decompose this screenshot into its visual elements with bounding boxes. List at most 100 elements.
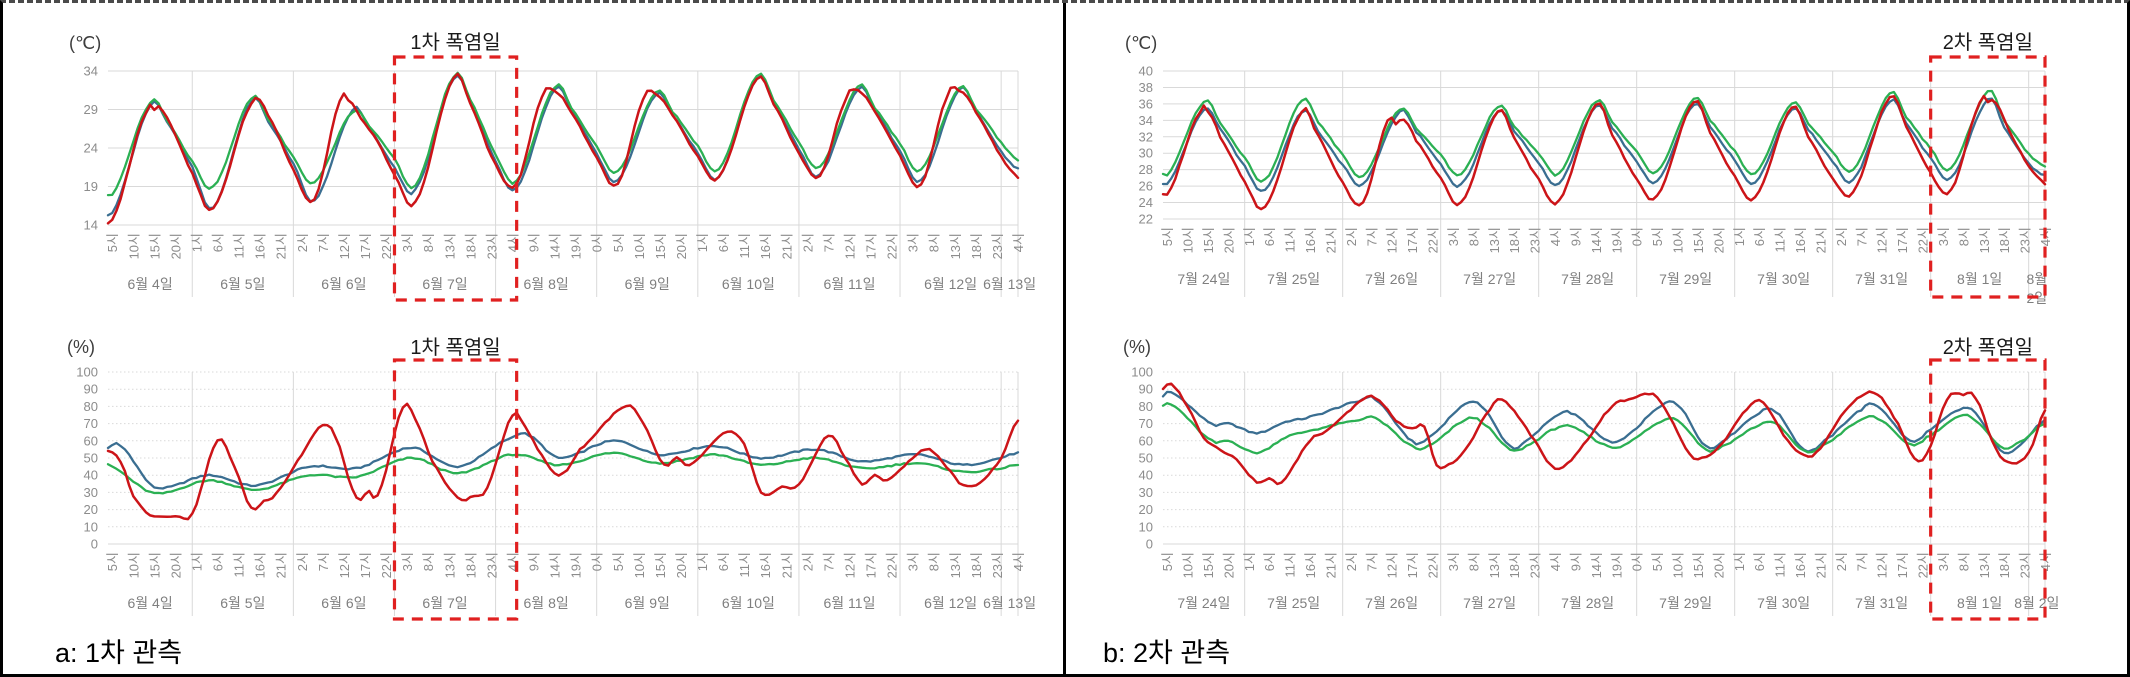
hour-tick-label: 12시: [1875, 227, 1890, 253]
temp-b-heatwave-box: [1929, 55, 2047, 299]
panel-divider: [1063, 3, 1066, 674]
hour-tick-label: 10시: [126, 233, 141, 259]
hour-tick-label: 5시: [611, 233, 626, 252]
hour-tick-label: 8시: [421, 552, 436, 571]
hum-b-series-blue-line: [1161, 390, 2047, 455]
hour-tick-label: 13시: [1487, 552, 1502, 578]
date-label: 7월 26일: [1365, 271, 1418, 287]
y-tick-label: 10: [84, 519, 98, 534]
temp-a-series-red-line: [106, 72, 1020, 225]
hour-tick-label: 16시: [1793, 552, 1808, 578]
hour-tick-label: 15시: [147, 233, 162, 259]
hour-tick-label: 6시: [211, 233, 226, 252]
hour-tick-label: 22시: [1916, 552, 1931, 578]
hour-tick-label: 18시: [969, 233, 984, 259]
date-label: 7월 26일: [1365, 595, 1418, 611]
hour-tick-label: 1시: [695, 233, 710, 252]
date-label: 6월 10일: [722, 595, 775, 611]
temp-b-series-green-line: [1161, 89, 2047, 183]
y-tick-label: 30: [1139, 146, 1153, 161]
hour-tick-label: 22시: [1426, 227, 1441, 253]
hour-tick-label: 23시: [484, 552, 499, 578]
hour-tick-label: 5시: [1650, 552, 1665, 571]
hour-tick-label: 22시: [1426, 552, 1441, 578]
date-label: 7월 27일: [1463, 595, 1516, 611]
y-tick-label: 30: [84, 485, 98, 500]
hour-tick-label: 7시: [1854, 227, 1869, 246]
date-label: 6월 6일: [321, 276, 366, 292]
hour-tick-label: 11시: [1773, 227, 1788, 252]
hour-tick-label: 7시: [316, 233, 331, 252]
hour-tick-label: 9시: [1568, 552, 1583, 571]
hour-tick-label: 4시: [1548, 552, 1563, 571]
date-label: 7월 30일: [1757, 271, 1810, 287]
date-label: 6월 12일: [924, 276, 977, 292]
hour-tick-label: 13시: [1977, 552, 1992, 578]
date-label: 7월 25일: [1267, 595, 1320, 611]
hour-tick-label: 3시: [1446, 552, 1461, 571]
hour-tick-label: 16시: [253, 552, 268, 578]
hour-tick-label: 22시: [885, 233, 900, 259]
date-label: 6월 10일: [722, 276, 775, 292]
weather-time-series-charts: (℃) 14 19 24 29 34 5시 10시 15시 20시 1시 6시 11시 16시 21시 2시 7…: [67, 31, 2059, 621]
hour-tick-label: 6시: [1262, 552, 1277, 571]
hour-tick-label: 2시: [295, 552, 310, 571]
hour-tick-label: 15시: [1201, 552, 1216, 578]
y-tick-label: 30: [1139, 485, 1153, 500]
date-label: 6월 4일: [128, 276, 173, 292]
hour-tick-label: 0시: [1630, 552, 1645, 571]
hour-tick-label: 20시: [674, 233, 689, 259]
hour-tick-label: 4시: [2038, 552, 2053, 571]
date-label: 8월 1일: [1957, 595, 2002, 611]
hour-tick-label: 1시: [695, 552, 710, 571]
hour-tick-label: 17시: [864, 233, 879, 259]
y-tick-label: 100: [1131, 365, 1153, 380]
date-label: 6월 8일: [524, 276, 569, 292]
y-tick-label: 34: [1139, 113, 1153, 128]
hour-tick-label: 4시: [1011, 233, 1026, 252]
hum-a-series-green-line: [106, 451, 1020, 495]
temp-b-heatwave-label: 2차 폭염일: [1943, 31, 2033, 54]
hour-tick-label: 2시: [1344, 552, 1359, 571]
hour-tick-label: 8시: [1466, 227, 1481, 246]
hour-tick-label: 8시: [1466, 552, 1481, 571]
hour-tick-label: 12시: [842, 552, 857, 578]
temp-a-series-green-line: [106, 71, 1020, 197]
y-tick-label: 60: [84, 433, 98, 448]
hour-tick-label: 6시: [1262, 227, 1277, 246]
temp-a-unit-label: (℃): [69, 33, 101, 53]
hour-tick-label: 8시: [421, 233, 436, 252]
hour-tick-label: 4시: [1011, 552, 1026, 571]
y-tick-label: 34: [84, 64, 98, 79]
y-tick-label: 19: [84, 179, 98, 194]
hour-tick-label: 10시: [1671, 227, 1686, 253]
hour-tick-label: 5시: [611, 552, 626, 571]
hour-tick-label: 1시: [1732, 552, 1747, 571]
hour-tick-label: 21시: [1323, 227, 1338, 253]
hum-a-heatwave-box: [392, 358, 519, 621]
hour-tick-label: 13시: [948, 233, 963, 259]
hour-tick-label: 21시: [779, 233, 794, 259]
hour-tick-label: 15시: [1691, 227, 1706, 253]
hour-tick-label: 11시: [737, 233, 752, 258]
hour-tick-label: 7시: [1364, 227, 1379, 246]
y-tick-label: 50: [84, 451, 98, 466]
hour-tick-label: 21시: [274, 552, 289, 578]
hour-tick-label: 23시: [990, 233, 1005, 259]
hum-a-unit-label: (%): [67, 337, 95, 357]
hour-tick-label: 18시: [1997, 552, 2012, 578]
hour-tick-label: 12시: [842, 233, 857, 259]
hour-tick-label: 17시: [1895, 552, 1910, 578]
hour-tick-label: 11시: [737, 552, 752, 577]
hour-tick-label: 5시: [1160, 227, 1175, 246]
date-label: 7월 30일: [1757, 595, 1810, 611]
date-label: 7월 29일: [1659, 595, 1712, 611]
hour-tick-label: 3시: [1936, 552, 1951, 571]
hour-tick-label: 1시: [189, 552, 204, 571]
hour-tick-label: 22시: [379, 233, 394, 259]
y-tick-label: 14: [84, 218, 98, 233]
hour-tick-label: 11시: [1283, 552, 1298, 577]
hour-tick-label: 5시: [1650, 227, 1665, 246]
y-tick-label: 32: [1139, 129, 1153, 144]
caption-panel-b: b: 2차 관측: [1103, 638, 1231, 668]
